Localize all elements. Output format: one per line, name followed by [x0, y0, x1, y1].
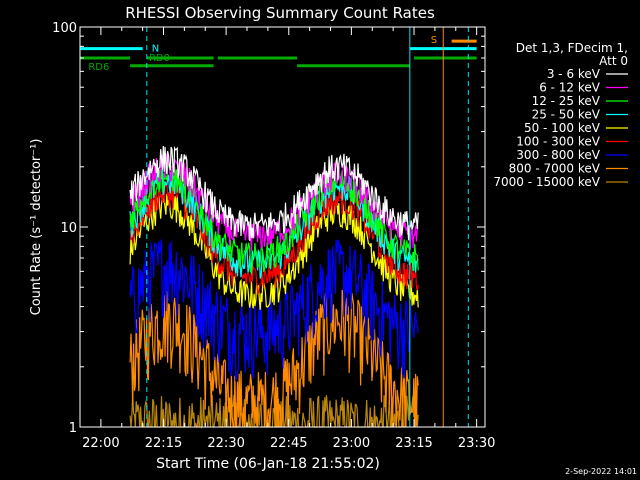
y-tick-label-10: 10 [60, 221, 77, 236]
legend-label-8: 7000 - 15000 keV [493, 175, 600, 189]
legend-label-3: 25 - 50 keV [532, 108, 601, 122]
y-axis-ticks: 1 10 100 [52, 21, 485, 436]
vertical-lines [146, 27, 469, 427]
series-line-6 [129, 239, 419, 382]
legend-label-2: 12 - 25 keV [532, 94, 601, 108]
legend-label-1: 6 - 12 keV [539, 81, 601, 95]
legend-label-4: 50 - 100 keV [524, 121, 601, 135]
flag-label-s: S [431, 35, 437, 46]
x-tick-label-2230: 22:30 [207, 436, 244, 451]
legend-header-line1: Det 1,3, FDecim 1, [516, 41, 628, 55]
legend-header-line2: Att 0 [599, 54, 628, 68]
legend-label-7: 800 - 7000 keV [509, 162, 601, 176]
y-tick-label-100: 100 [52, 21, 77, 36]
x-axis-ticks: 22:00 22:15 22:30 22:45 23:00 23:15 23:30 [82, 27, 495, 451]
flag-label-rd6: RD6 [88, 62, 109, 73]
x-tick-label-2215: 22:15 [145, 436, 182, 451]
chart-title: RHESSI Observing Summary Count Rates [125, 4, 435, 22]
x-tick-label-2245: 22:45 [270, 436, 307, 451]
y-tick-label-1: 1 [69, 421, 77, 436]
x-tick-label-2330: 23:30 [458, 436, 495, 451]
flag-label-rd0: RD0 [149, 53, 170, 64]
series-layer [129, 145, 419, 430]
date-stamp: 2-Sep-2022 14:01 [565, 467, 637, 476]
y-axis-label: Count Rate (s⁻¹ detector⁻¹) [29, 139, 44, 316]
x-axis-label: Start Time (06-Jan-18 21:55:02) [156, 456, 380, 472]
series-line-4 [129, 193, 419, 310]
legend-label-0: 3 - 6 keV [547, 67, 601, 81]
series-line-0 [129, 145, 419, 241]
legend-label-5: 100 - 300 keV [516, 135, 600, 149]
x-tick-label-2300: 23:00 [333, 436, 370, 451]
x-tick-label-2315: 23:15 [395, 436, 432, 451]
series-line-7 [129, 289, 419, 428]
x-tick-label-2200: 22:00 [82, 436, 119, 451]
flag-label-n: N [152, 44, 159, 55]
legend-label-6: 300 - 800 keV [516, 148, 600, 162]
